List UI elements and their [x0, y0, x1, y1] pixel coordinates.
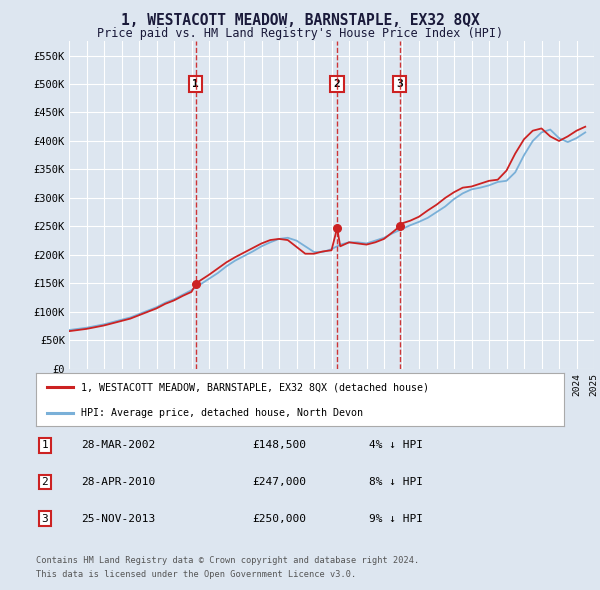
Text: Contains HM Land Registry data © Crown copyright and database right 2024.: Contains HM Land Registry data © Crown c…	[36, 556, 419, 565]
Text: 9% ↓ HPI: 9% ↓ HPI	[369, 514, 423, 523]
Text: HPI: Average price, detached house, North Devon: HPI: Average price, detached house, Nort…	[81, 408, 363, 418]
Text: 2: 2	[41, 477, 49, 487]
Text: 28-APR-2010: 28-APR-2010	[81, 477, 155, 487]
Text: This data is licensed under the Open Government Licence v3.0.: This data is licensed under the Open Gov…	[36, 571, 356, 579]
Text: 1: 1	[193, 79, 199, 89]
Text: 1, WESTACOTT MEADOW, BARNSTAPLE, EX32 8QX (detached house): 1, WESTACOTT MEADOW, BARNSTAPLE, EX32 8Q…	[81, 382, 429, 392]
Text: 25-NOV-2013: 25-NOV-2013	[81, 514, 155, 523]
Text: 1: 1	[41, 441, 49, 450]
Text: 2: 2	[334, 79, 340, 89]
Text: 28-MAR-2002: 28-MAR-2002	[81, 441, 155, 450]
Text: 8% ↓ HPI: 8% ↓ HPI	[369, 477, 423, 487]
Text: 4% ↓ HPI: 4% ↓ HPI	[369, 441, 423, 450]
Text: £247,000: £247,000	[252, 477, 306, 487]
Text: 3: 3	[397, 79, 403, 89]
Text: Price paid vs. HM Land Registry's House Price Index (HPI): Price paid vs. HM Land Registry's House …	[97, 27, 503, 40]
Text: 3: 3	[41, 514, 49, 523]
Text: £250,000: £250,000	[252, 514, 306, 523]
Text: £148,500: £148,500	[252, 441, 306, 450]
Text: 1, WESTACOTT MEADOW, BARNSTAPLE, EX32 8QX: 1, WESTACOTT MEADOW, BARNSTAPLE, EX32 8Q…	[121, 13, 479, 28]
